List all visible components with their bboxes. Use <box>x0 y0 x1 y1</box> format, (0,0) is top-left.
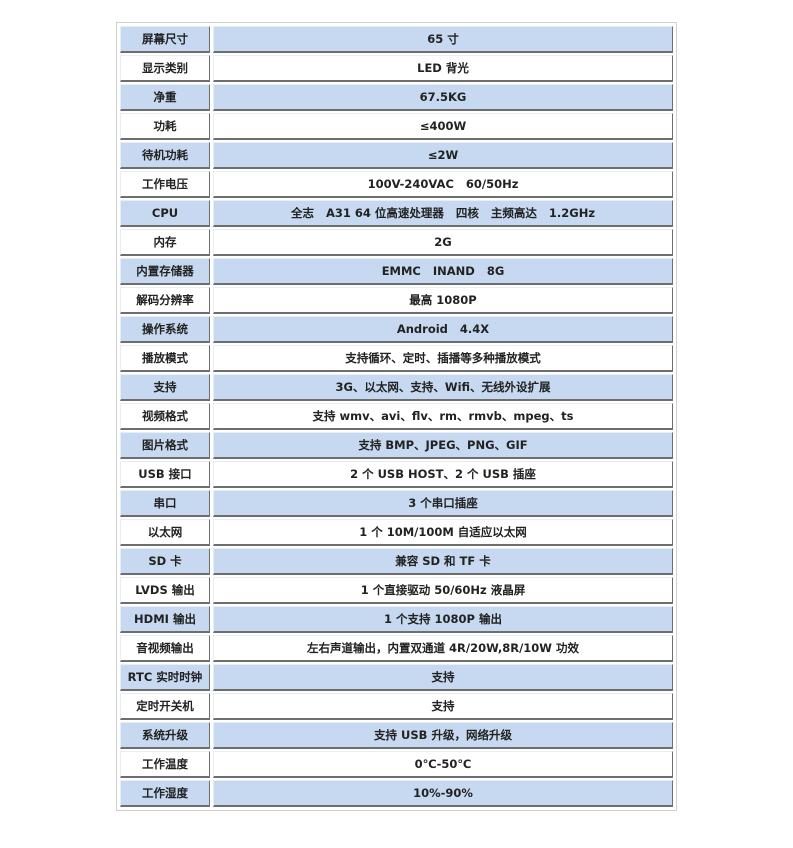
spec-label: SD 卡 <box>120 548 210 575</box>
spec-label: 工作湿度 <box>120 780 210 807</box>
spec-row: 图片格式 支持 BMP、JPEG、PNG、GIF <box>120 432 673 459</box>
spec-row: CPU 全志 A31 64 位高速处理器 四核 主频高达 1.2GHz <box>120 200 673 227</box>
spec-row: 串口 3 个串口插座 <box>120 490 673 517</box>
spec-row: 音视频输出 左右声道输出，内置双通道 4R/20W,8R/10W 功效 <box>120 635 673 662</box>
spec-label: 串口 <box>120 490 210 517</box>
spec-label: RTC 实时时钟 <box>120 664 210 691</box>
spec-row: 功耗 ≤400W <box>120 113 673 140</box>
spec-value: ≤2W <box>213 142 673 169</box>
spec-row: HDMI 输出 1 个支持 1080P 输出 <box>120 606 673 633</box>
spec-value: 65 寸 <box>213 26 673 53</box>
spec-value: ≤400W <box>213 113 673 140</box>
spec-value: 最高 1080P <box>213 287 673 314</box>
spec-label: 视频格式 <box>120 403 210 430</box>
spec-row: 操作系统 Android 4.4X <box>120 316 673 343</box>
spec-label: 屏幕尺寸 <box>120 26 210 53</box>
spec-label: CPU <box>120 200 210 227</box>
spec-value: 全志 A31 64 位高速处理器 四核 主频高达 1.2GHz <box>213 200 673 227</box>
spec-value: 1 个支持 1080P 输出 <box>213 606 673 633</box>
spec-value: 1 个 10M/100M 自适应以太网 <box>213 519 673 546</box>
spec-row: RTC 实时时钟 支持 <box>120 664 673 691</box>
spec-label: HDMI 输出 <box>120 606 210 633</box>
spec-row: 待机功耗 ≤2W <box>120 142 673 169</box>
spec-value: 100V-240VAC 60/50Hz <box>213 171 673 198</box>
spec-row: 解码分辨率 最高 1080P <box>120 287 673 314</box>
spec-value: 10%-90% <box>213 780 673 807</box>
spec-label: USB 接口 <box>120 461 210 488</box>
spec-value: 兼容 SD 和 TF 卡 <box>213 548 673 575</box>
spec-label: 内存 <box>120 229 210 256</box>
spec-row: 净重 67.5KG <box>120 84 673 111</box>
spec-value: 3G、以太网、支持、Wifi、无线外设扩展 <box>213 374 673 401</box>
spec-value: 支持 <box>213 693 673 720</box>
spec-row: 系统升级 支持 USB 升级，网络升级 <box>120 722 673 749</box>
spec-row: 以太网 1 个 10M/100M 自适应以太网 <box>120 519 673 546</box>
spec-value: 2G <box>213 229 673 256</box>
spec-value: 3 个串口插座 <box>213 490 673 517</box>
spec-value: 支持 wmv、avi、flv、rm、rmvb、mpeg、ts <box>213 403 673 430</box>
spec-value: LED 背光 <box>213 55 673 82</box>
spec-row: LVDS 输出 1 个直接驱动 50/60Hz 液晶屏 <box>120 577 673 604</box>
spec-label: 支持 <box>120 374 210 401</box>
spec-row: 播放模式 支持循环、定时、插播等多种播放模式 <box>120 345 673 372</box>
spec-value: 67.5KG <box>213 84 673 111</box>
spec-label: 工作温度 <box>120 751 210 778</box>
spec-value: 左右声道输出，内置双通道 4R/20W,8R/10W 功效 <box>213 635 673 662</box>
spec-value: 0℃-50℃ <box>213 751 673 778</box>
spec-label: 工作电压 <box>120 171 210 198</box>
spec-row: 工作湿度 10%-90% <box>120 780 673 807</box>
spec-row: 内存 2G <box>120 229 673 256</box>
spec-value: 2 个 USB HOST、2 个 USB 插座 <box>213 461 673 488</box>
spec-row: 显示类别 LED 背光 <box>120 55 673 82</box>
spec-value: 支持 BMP、JPEG、PNG、GIF <box>213 432 673 459</box>
spec-row: 视频格式 支持 wmv、avi、flv、rm、rmvb、mpeg、ts <box>120 403 673 430</box>
spec-value: 支持 USB 升级，网络升级 <box>213 722 673 749</box>
spec-row: 工作电压 100V-240VAC 60/50Hz <box>120 171 673 198</box>
spec-label: 显示类别 <box>120 55 210 82</box>
spec-value: Android 4.4X <box>213 316 673 343</box>
spec-label: 解码分辨率 <box>120 287 210 314</box>
spec-label: 音视频输出 <box>120 635 210 662</box>
spec-row: 支持 3G、以太网、支持、Wifi、无线外设扩展 <box>120 374 673 401</box>
spec-label: LVDS 输出 <box>120 577 210 604</box>
spec-label: 图片格式 <box>120 432 210 459</box>
spec-row: SD 卡兼容 SD 和 TF 卡 <box>120 548 673 575</box>
spec-label: 定时开关机 <box>120 693 210 720</box>
spec-label: 功耗 <box>120 113 210 140</box>
spec-table-body: 屏幕尺寸 65 寸显示类别 LED 背光 净重 67.5KG 功耗 ≤400W 待机功耗 ≤2W… <box>120 26 673 807</box>
spec-label: 播放模式 <box>120 345 210 372</box>
spec-label: 系统升级 <box>120 722 210 749</box>
spec-value: 支持循环、定时、插播等多种播放模式 <box>213 345 673 372</box>
spec-label: 内置存储器 <box>120 258 210 285</box>
spec-label: 以太网 <box>120 519 210 546</box>
spec-row: 定时开关机 支持 <box>120 693 673 720</box>
spec-value: EMMC INAND 8G <box>213 258 673 285</box>
spec-label: 净重 <box>120 84 210 111</box>
spec-value: 1 个直接驱动 50/60Hz 液晶屏 <box>213 577 673 604</box>
spec-row: 屏幕尺寸 65 寸 <box>120 26 673 53</box>
spec-label: 待机功耗 <box>120 142 210 169</box>
spec-table: 屏幕尺寸 65 寸显示类别 LED 背光 净重 67.5KG 功耗 ≤400W 待机功耗 ≤2W… <box>116 22 677 811</box>
spec-row: 内置存储器 EMMC INAND 8G <box>120 258 673 285</box>
spec-value: 支持 <box>213 664 673 691</box>
spec-row: 工作温度 0℃-50℃ <box>120 751 673 778</box>
spec-label: 操作系统 <box>120 316 210 343</box>
spec-row: USB 接口 2 个 USB HOST、2 个 USB 插座 <box>120 461 673 488</box>
